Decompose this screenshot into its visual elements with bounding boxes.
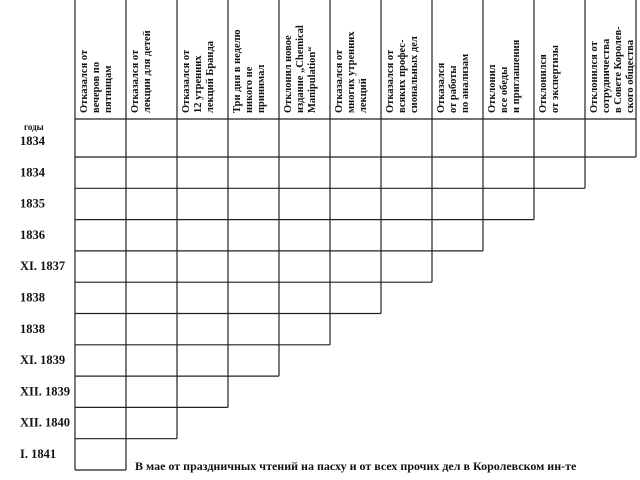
column-header-line: никого не	[244, 66, 255, 113]
column-header-line: всяких профес-	[397, 39, 408, 113]
column-header-line: сотрудничества	[601, 38, 612, 113]
column-header-line: пятницам	[103, 66, 114, 113]
column-header-line: лекций Бранда	[205, 40, 216, 113]
column-header-line: Отклонился	[538, 54, 549, 113]
year-label: 1838	[20, 322, 45, 336]
column-header-line: Отклонил новое	[283, 35, 294, 113]
year-label: XII. 1840	[20, 416, 70, 430]
years-label: годы	[24, 122, 44, 132]
column-header-line: Отклонился от	[589, 40, 600, 113]
column-header-line: лекций	[358, 78, 369, 113]
year-label: 1838	[20, 291, 45, 305]
column-header-line: Отклонил	[487, 64, 498, 113]
column-header-line: Manipulation“	[307, 46, 318, 113]
column-header-line: принимал	[256, 65, 267, 113]
year-label: XI. 1839	[20, 353, 65, 367]
column-header-line: 12 утренних	[193, 55, 204, 113]
year-label: I. 1841	[20, 447, 56, 461]
column-header-line: Отказался от	[385, 49, 396, 113]
column-header-line: все обеды	[499, 67, 510, 113]
column-header-line: ского общества	[625, 39, 636, 113]
column-header-line: сиональных дел	[409, 36, 420, 113]
column-header-line: Отказался от	[79, 49, 90, 113]
column-header-line: в Совете Королев-	[613, 26, 624, 113]
year-label: 1835	[20, 197, 45, 211]
year-label: 1834	[20, 165, 46, 179]
column-header-line: многих утренних	[346, 31, 357, 113]
footer-text: В мае от праздничных чтений на пасху и о…	[135, 459, 577, 473]
column-header-line: издание „Chemical	[295, 25, 306, 113]
column-header-line: и приглашения	[511, 39, 522, 113]
column-header-line: Отказался	[436, 62, 447, 113]
column-header-line: от работы	[448, 65, 459, 113]
year-label: XI. 1837	[20, 259, 65, 273]
year-label: 1834	[20, 134, 46, 148]
column-header-line: Отказался от	[181, 49, 192, 113]
column-header-line: Три дня в неделю	[232, 29, 243, 113]
column-header-line: Отказался от	[130, 49, 141, 113]
year-label: XII. 1839	[20, 384, 70, 398]
column-header-line: по анализам	[460, 54, 471, 113]
year-label: 1836	[20, 228, 45, 242]
column-header-line: от экспертизы	[550, 45, 561, 113]
column-header-line: вечеров по	[91, 62, 102, 113]
column-header-line: Отказался от	[334, 49, 345, 113]
column-header-line: лекции для детей	[142, 30, 153, 113]
